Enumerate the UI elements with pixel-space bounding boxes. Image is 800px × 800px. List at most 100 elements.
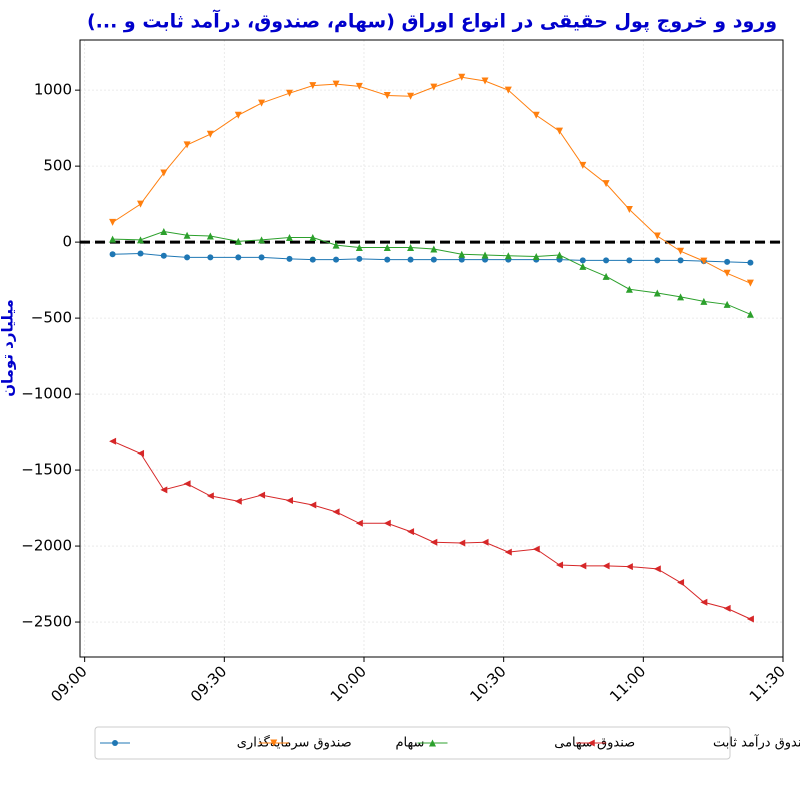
point: [700, 257, 708, 265]
legend-box: [94, 726, 731, 760]
y-tick-label: −2000: [21, 537, 72, 555]
point: [556, 561, 564, 569]
point: [481, 77, 489, 85]
point: [458, 539, 466, 547]
point: [625, 285, 633, 293]
point: [602, 180, 610, 188]
point: [700, 297, 708, 305]
point: [183, 141, 191, 149]
x-tick-label: 11:00: [606, 662, 649, 705]
legend-marker: [112, 740, 118, 746]
point: [137, 200, 145, 208]
x-tick-label: 11:30: [746, 662, 789, 705]
legend-label: صندوق درآمد ثابت: [713, 734, 800, 751]
point: [109, 218, 117, 226]
point: [309, 234, 317, 242]
point: [579, 161, 587, 169]
point: [653, 232, 661, 240]
point: [383, 91, 391, 99]
point: [384, 256, 391, 263]
point: [723, 269, 731, 277]
point: [160, 486, 168, 494]
point: [677, 579, 685, 587]
point: [137, 449, 145, 457]
point: [747, 259, 754, 266]
point: [383, 519, 391, 527]
point: [430, 256, 437, 263]
point: [206, 130, 214, 138]
point: [602, 562, 610, 570]
point: [160, 227, 168, 235]
point: [184, 254, 191, 261]
point: [332, 80, 340, 88]
x-tick-label: 10:30: [466, 662, 509, 705]
point: [109, 235, 117, 243]
point: [258, 99, 266, 107]
point: [602, 272, 610, 280]
point: [407, 256, 414, 263]
point: [332, 241, 340, 249]
point: [109, 251, 116, 258]
point: [137, 236, 145, 244]
point: [355, 82, 363, 90]
point: [430, 245, 438, 253]
point: [160, 169, 168, 177]
point: [677, 247, 685, 255]
point: [137, 250, 144, 257]
y-tick-label: −1500: [21, 461, 72, 479]
point: [235, 254, 242, 261]
point: [407, 243, 415, 251]
point: [677, 293, 685, 301]
y-tick-label: −2500: [21, 613, 72, 631]
point: [504, 86, 512, 94]
point: [430, 83, 438, 91]
point: [332, 508, 340, 516]
point: [458, 73, 466, 81]
point: [309, 501, 317, 509]
point: [286, 255, 293, 262]
point: [160, 252, 167, 259]
point: [677, 257, 684, 264]
y-tick-label: 0: [62, 233, 72, 251]
point: [653, 289, 661, 297]
point: [458, 256, 465, 263]
point: [481, 538, 489, 546]
point: [309, 256, 316, 263]
point: [206, 232, 214, 240]
point: [724, 258, 731, 265]
x-tick-label: 10:00: [327, 662, 370, 705]
point: [504, 252, 512, 260]
point: [579, 257, 586, 264]
point: [700, 598, 708, 606]
point: [723, 300, 731, 308]
y-tick-label: 500: [43, 157, 72, 175]
point: [383, 243, 391, 251]
point: [430, 538, 438, 546]
point: [532, 253, 540, 261]
point: [258, 491, 266, 499]
y-tick-label: 1000: [34, 81, 72, 99]
y-tick-label: −1000: [21, 385, 72, 403]
point: [654, 257, 661, 264]
point: [556, 251, 564, 259]
point: [356, 255, 363, 262]
x-tick-label: 09:00: [47, 662, 90, 705]
x-tick-label: 09:30: [187, 662, 230, 705]
point: [234, 497, 242, 505]
series-line: [112, 440, 751, 620]
point: [286, 234, 294, 242]
point: [286, 496, 294, 504]
point: [481, 251, 489, 259]
point: [625, 563, 633, 571]
point: [556, 127, 564, 135]
point: [234, 111, 242, 119]
point: [458, 250, 466, 258]
plot-frame: [79, 39, 784, 658]
point: [746, 279, 754, 287]
y-axis-label: میلیارد تومان: [0, 299, 17, 397]
point: [625, 205, 633, 213]
y-tick-label: −500: [31, 309, 72, 327]
point: [333, 256, 340, 263]
point: [109, 437, 117, 445]
